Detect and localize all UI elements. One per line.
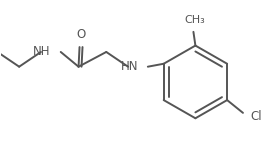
Text: NH: NH [33,45,51,58]
Text: O: O [76,28,85,41]
Text: CH₃: CH₃ [184,15,205,25]
Text: HN: HN [121,60,138,73]
Text: Cl: Cl [250,110,261,123]
